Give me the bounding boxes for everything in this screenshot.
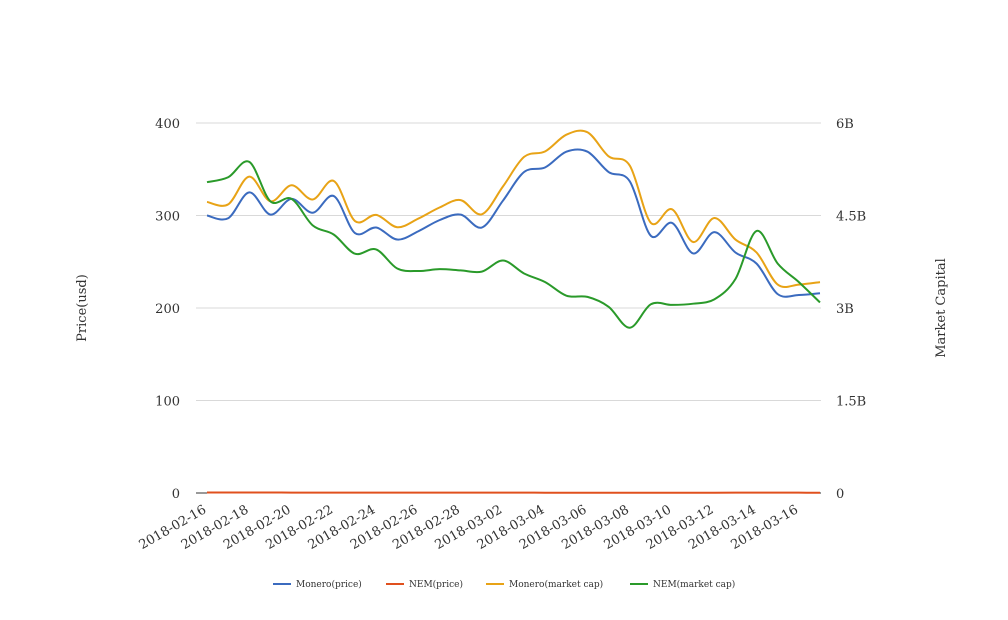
legend: Monero(price) NEM(price) Monero(market cap… [273, 579, 735, 590]
y-right-tick-label: 3B [836, 302, 854, 317]
y-right-tick-label: 0 [836, 487, 844, 502]
y-right-tick-label: 1.5B [836, 395, 866, 410]
legend-label: NEM(price) [409, 579, 463, 590]
y-left-tick-label: 400 [155, 117, 180, 132]
legend-label: Monero(price) [296, 579, 362, 590]
series-line-2 [207, 131, 820, 287]
y-right-tick-label: 4.5B [836, 210, 866, 225]
y-left-tick-label: 300 [155, 210, 180, 225]
y-left-tick-label: 200 [155, 302, 180, 317]
y-axis-right-title: Market Capital [934, 258, 949, 358]
y-left-tick-label: 0 [172, 487, 180, 502]
y-left-tick-label: 100 [155, 395, 180, 410]
y-axis-left-title: Price(usd) [75, 274, 90, 342]
legend-label: NEM(market cap) [653, 579, 735, 590]
axes: Price(usd) Market Capital 0 100 200 300 400 0… [75, 117, 949, 553]
y-right-tick-label: 6B [836, 117, 854, 132]
series-lines [207, 131, 820, 493]
legend-label: Monero(market cap) [509, 579, 603, 590]
